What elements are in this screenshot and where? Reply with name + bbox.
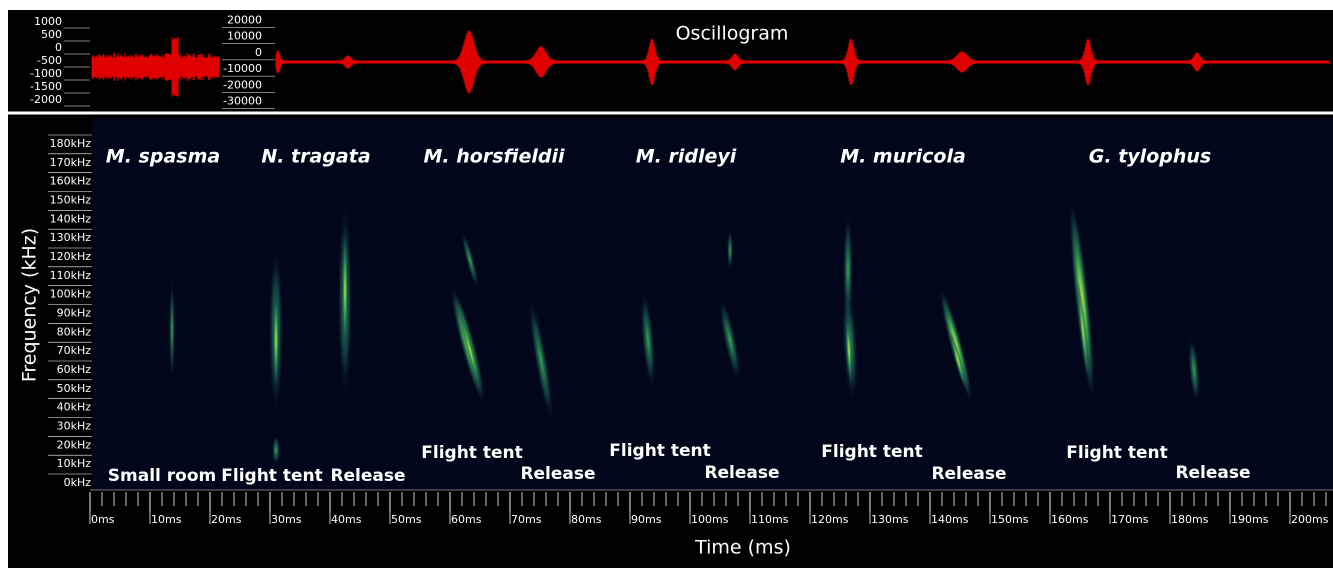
x-tick-label: 140ms (931, 513, 969, 526)
context-label: Flight tent (609, 441, 710, 461)
species-label: M. spasma (106, 146, 220, 168)
y-tick-label: 1000 (34, 15, 62, 28)
waveform (275, 30, 1330, 94)
y2-tick-label: -20000 (223, 78, 262, 91)
y-tick-label: 130kHz (50, 231, 92, 244)
context-label: Flight tent (821, 442, 922, 462)
context-label: Release (931, 464, 1006, 484)
call (1188, 338, 1200, 402)
y-tick-label: 60kHz (57, 363, 92, 376)
species-label: G. tylophus (1089, 146, 1211, 168)
y2-tick-label: 0 (255, 46, 262, 59)
y-tick-label: 180kHz (50, 137, 92, 150)
y-tick-label: 0 (55, 41, 62, 54)
call (727, 230, 733, 270)
call-core (459, 311, 481, 389)
oscillogram-title: Oscillogram (676, 23, 789, 45)
y-tick-label: 70kHz (57, 344, 92, 357)
y-tick-label: 120kHz (50, 250, 92, 263)
y-tick-label: 40kHz (57, 401, 92, 414)
y2-tick-label: 20000 (227, 13, 262, 26)
call-core (342, 230, 348, 350)
y-tick-label: 100kHz (50, 288, 92, 301)
x-tick-label: 180ms (1171, 513, 1209, 526)
species-label: M. ridleyi (636, 146, 737, 168)
context-label: Flight tent (421, 443, 522, 463)
x-tick-label: 60ms (451, 513, 482, 526)
call (719, 298, 741, 382)
x-tick-label: 50ms (391, 513, 422, 526)
context-label: Release (704, 463, 779, 483)
y-tick-label: 80kHz (57, 325, 92, 338)
y-tick-label: -1500 (30, 80, 62, 93)
y-tick-label: 170kHz (50, 156, 92, 169)
x-tick-label: 120ms (811, 513, 849, 526)
context-label: Small room (108, 466, 216, 486)
y2-tick-label: 10000 (227, 30, 262, 43)
x-tick-label: 100ms (691, 513, 729, 526)
call (640, 292, 656, 388)
y-tick-label: 0kHz (64, 476, 92, 489)
call-core (1076, 280, 1090, 380)
y-tick-label: -1000 (30, 67, 62, 80)
context-label: Release (330, 466, 405, 486)
y-tick-label: 90kHz (57, 307, 92, 320)
call-core (949, 331, 967, 389)
x-tick-label: 0ms (91, 513, 115, 526)
y-tick-label: 500 (41, 28, 62, 41)
call-core (845, 315, 853, 385)
x-tick-label: 110ms (751, 513, 789, 526)
x-tick-label: 90ms (631, 513, 662, 526)
y-tick-label: 110kHz (50, 269, 92, 282)
species-label: M. muricola (840, 146, 966, 168)
species-label: M. horsfieldii (424, 146, 565, 168)
call-core (273, 290, 279, 390)
x-tick-label: 10ms (151, 513, 182, 526)
context-label: Release (520, 464, 595, 484)
y-tick-label: 150kHz (50, 194, 92, 207)
y2-tick-label: -30000 (223, 95, 262, 108)
x-tick-label: 20ms (211, 513, 242, 526)
y-tick-label: 160kHz (50, 175, 92, 188)
call (169, 280, 175, 380)
species-label: N. tragata (261, 146, 370, 168)
spectrogram-area (92, 118, 1333, 490)
x-tick-label: 70ms (511, 513, 542, 526)
call (461, 231, 479, 289)
y-tick-label: 140kHz (50, 212, 92, 225)
y-tick-label: 20kHz (57, 438, 92, 451)
y-tick-label: 30kHz (57, 420, 92, 433)
call (272, 435, 280, 465)
x-tick-label: 190ms (1231, 513, 1269, 526)
context-label: Flight tent (221, 466, 322, 486)
x-tick-label: 40ms (331, 513, 362, 526)
x-tick-label: 80ms (571, 513, 602, 526)
y-tick-label: -500 (37, 54, 62, 67)
y-tick-label: 50kHz (57, 382, 92, 395)
x-axis-label: Time (ms) (694, 537, 791, 559)
y-axis-label: Frequency (kHz) (19, 228, 41, 382)
waveform (91, 36, 220, 98)
y-tick-label: -2000 (30, 93, 62, 106)
context-label: Flight tent (1066, 443, 1167, 463)
x-tick-label: 150ms (991, 513, 1029, 526)
x-tick-label: 130ms (871, 513, 909, 526)
x-tick-label: 170ms (1111, 513, 1149, 526)
context-label: Release (1175, 463, 1250, 483)
call (528, 298, 554, 422)
y2-tick-label: -10000 (223, 62, 262, 75)
x-tick-label: 160ms (1051, 513, 1089, 526)
x-tick-label: 200ms (1291, 513, 1329, 526)
y-tick-label: 10kHz (57, 457, 92, 470)
x-tick-label: 30ms (271, 513, 302, 526)
